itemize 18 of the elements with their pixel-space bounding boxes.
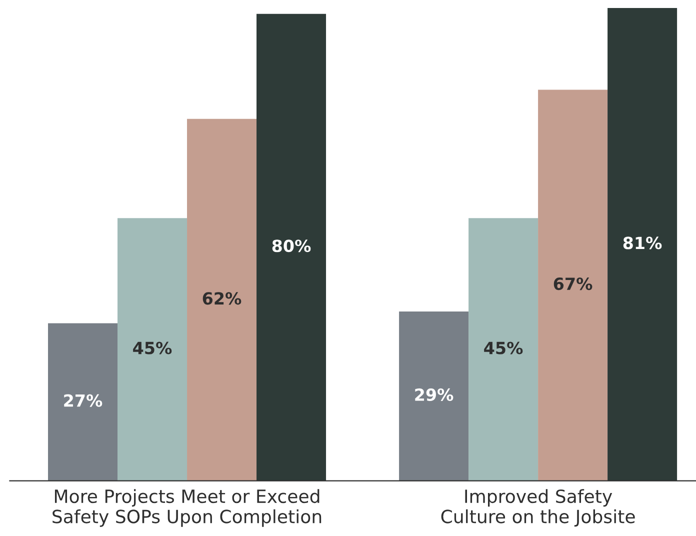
- bar: [48, 323, 118, 481]
- data-label: 67%: [554, 278, 592, 290]
- data-label: 45%: [133, 342, 172, 354]
- data-label: 27%: [64, 394, 102, 407]
- bar: [399, 312, 469, 481]
- data-label: 45%: [484, 342, 523, 354]
- bar: [256, 14, 326, 481]
- bar: [187, 118, 257, 481]
- bar: [608, 8, 678, 481]
- bar: [538, 90, 608, 481]
- data-label: 62%: [202, 292, 242, 305]
- x-tick-label: More Projects Meet or Exceed Safety SOPs Upon Completion: [52, 489, 322, 527]
- data-label: 80%: [272, 240, 311, 252]
- x-tick-label: Improved Safety Culture on the Jobsite: [441, 489, 635, 527]
- bar: [468, 218, 538, 481]
- data-label: 29%: [415, 388, 454, 401]
- data-label: 81%: [623, 236, 662, 250]
- bar: [118, 218, 188, 481]
